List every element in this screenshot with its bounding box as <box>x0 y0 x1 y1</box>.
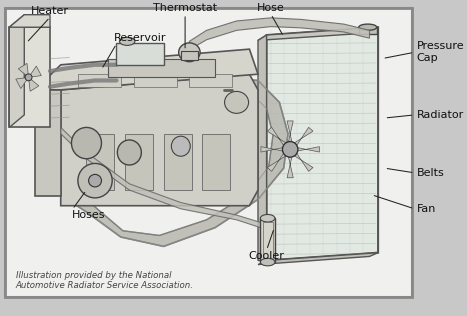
Ellipse shape <box>261 258 275 266</box>
Bar <box>263 222 273 258</box>
Polygon shape <box>116 43 163 65</box>
Polygon shape <box>28 66 42 77</box>
Text: Illustration provided by the National
Automotive Radiator Service Association.: Illustration provided by the National Au… <box>16 271 194 290</box>
Text: Pressure
Cap: Pressure Cap <box>417 41 464 63</box>
Polygon shape <box>190 18 369 50</box>
Polygon shape <box>287 121 294 149</box>
Polygon shape <box>35 49 258 90</box>
Polygon shape <box>9 15 50 27</box>
Ellipse shape <box>179 43 200 62</box>
Bar <box>202 134 230 190</box>
Ellipse shape <box>359 24 377 30</box>
Bar <box>134 74 177 87</box>
Polygon shape <box>261 146 290 153</box>
Polygon shape <box>267 27 378 260</box>
Text: Heater: Heater <box>31 6 69 16</box>
Bar <box>125 134 153 190</box>
Polygon shape <box>258 27 378 40</box>
Bar <box>190 74 232 87</box>
Text: Thermostat: Thermostat <box>153 3 217 13</box>
Text: Radiator: Radiator <box>417 110 464 120</box>
Polygon shape <box>9 15 24 127</box>
Text: Hose: Hose <box>257 3 285 13</box>
Polygon shape <box>35 90 61 196</box>
Bar <box>108 58 215 77</box>
Text: Cooler: Cooler <box>248 251 284 261</box>
Bar <box>181 51 198 60</box>
Ellipse shape <box>283 142 298 157</box>
Polygon shape <box>28 77 39 91</box>
Ellipse shape <box>89 174 101 187</box>
Bar <box>359 27 377 34</box>
Ellipse shape <box>71 127 101 159</box>
Polygon shape <box>61 74 258 206</box>
Polygon shape <box>61 127 262 228</box>
Bar <box>86 134 114 190</box>
Polygon shape <box>258 253 378 264</box>
Text: Reservoir: Reservoir <box>114 33 167 43</box>
Polygon shape <box>288 127 313 151</box>
Bar <box>78 74 121 87</box>
Polygon shape <box>16 77 28 88</box>
Ellipse shape <box>171 136 190 156</box>
Bar <box>260 218 275 262</box>
Polygon shape <box>258 35 267 260</box>
Polygon shape <box>267 127 292 151</box>
Text: Belts: Belts <box>417 168 445 178</box>
Polygon shape <box>288 147 313 171</box>
Ellipse shape <box>261 215 275 222</box>
Text: Fan: Fan <box>417 204 436 214</box>
Polygon shape <box>287 149 294 178</box>
Ellipse shape <box>120 37 135 46</box>
Polygon shape <box>267 147 292 171</box>
Text: Hoses: Hoses <box>71 210 105 220</box>
Bar <box>163 134 191 190</box>
Ellipse shape <box>25 74 32 81</box>
Bar <box>9 27 50 127</box>
Ellipse shape <box>117 140 142 165</box>
Polygon shape <box>290 146 319 153</box>
Ellipse shape <box>78 163 112 198</box>
Polygon shape <box>18 63 28 77</box>
Ellipse shape <box>225 91 248 113</box>
Polygon shape <box>61 77 288 246</box>
